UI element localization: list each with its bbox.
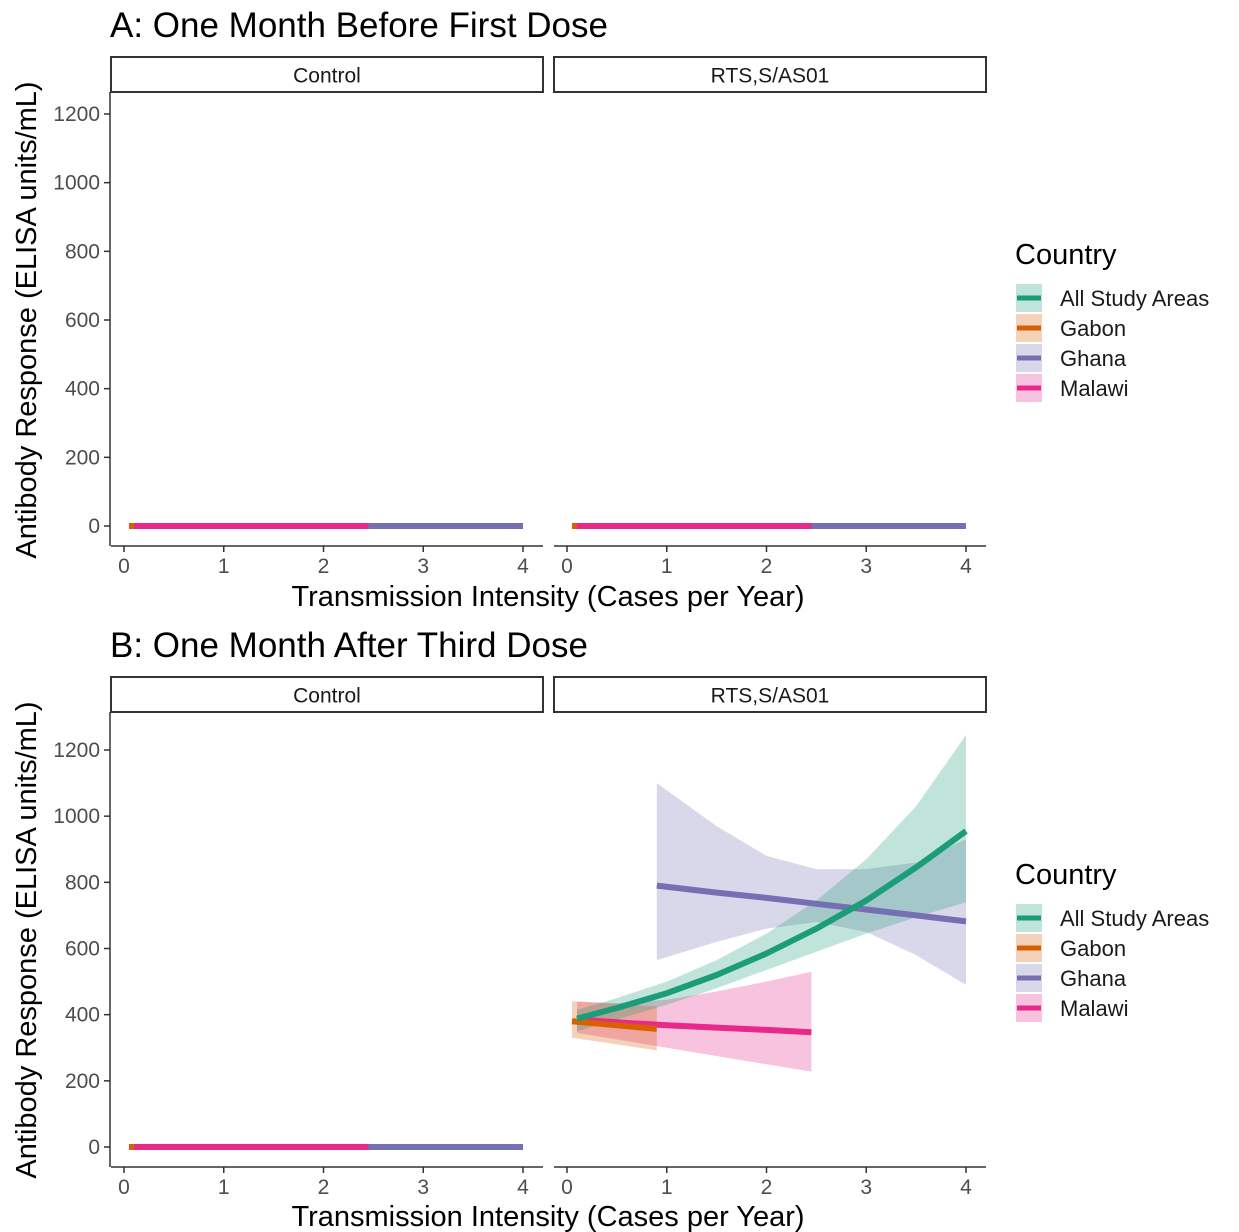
x-tick-label: 4 [517, 1176, 529, 1199]
series-line-gabon [571, 1018, 658, 1032]
facet-strip-label: RTS,S/AS01 [711, 65, 830, 88]
x-tick-label: 2 [761, 1176, 773, 1199]
x-axis-title: Transmission Intensity (Cases per Year) [291, 581, 804, 613]
x-tick-label: 3 [860, 1176, 872, 1199]
x-tick-label: 0 [118, 1176, 130, 1199]
legend-title: Country [1015, 239, 1117, 271]
chart-title: B: One Month After Third Dose [110, 626, 588, 665]
x-tick-label: 3 [860, 555, 872, 578]
facet-control: Control 0 1 2 3 4 [110, 676, 544, 1199]
x-tick-label: 4 [517, 555, 529, 578]
y-tick-label: 400 [65, 1004, 100, 1027]
x-tick-label: 0 [561, 1176, 573, 1199]
y-tick-label: 0 [88, 515, 100, 538]
facet-strip [553, 56, 987, 93]
x-tick-label: 2 [318, 1176, 330, 1199]
y-tick-label: 600 [65, 309, 100, 332]
x-tick-label: 3 [417, 555, 429, 578]
y-tick-label: 0 [88, 1136, 100, 1159]
chart-title: A: One Month Before First Dose [110, 6, 608, 45]
y-tick-label: 200 [65, 1070, 100, 1093]
y-tick-label: 1000 [53, 805, 100, 828]
facet-rts-s-as01: RTS,S/AS01 0 1 2 3 4 [553, 676, 987, 1199]
facet-strip [110, 676, 544, 713]
facet-strip-label: RTS,S/AS01 [711, 685, 830, 708]
legend-label-gabon: Gabon [1060, 936, 1126, 961]
y-tick-label: 400 [65, 378, 100, 401]
y-tick-label: 800 [65, 240, 100, 263]
legend-label-all-study-areas: All Study Areas [1060, 286, 1209, 311]
x-axis-title: Transmission Intensity (Cases per Year) [291, 1201, 804, 1232]
facet-strip-label: Control [293, 65, 361, 88]
y-axis-title: Antibody Response (ELISA units/mL) [11, 701, 43, 1178]
facet-strip [553, 676, 987, 713]
y-axis-title: Antibody Response (ELISA units/mL) [11, 81, 43, 558]
x-tick-label: 1 [661, 555, 673, 578]
series-line-all-study-areas [576, 828, 968, 1022]
y-tick-label: 1200 [53, 103, 100, 126]
legend-label-malawi: Malawi [1060, 376, 1128, 401]
x-tick-label: 4 [960, 1176, 972, 1199]
legend: Country All Study Areas Gabon Ghana Malawi [1015, 239, 1209, 402]
facet-strip-label: Control [293, 685, 361, 708]
chart-panel-b: B: One Month After Third Dose Antibody Re… [11, 626, 1209, 1232]
facet-control: Control 0 1 2 3 4 [110, 56, 544, 578]
y-tick-label: 1000 [53, 172, 100, 195]
y-tick-label: 600 [65, 938, 100, 961]
facet-strip [110, 56, 544, 93]
y-tick-label: 800 [65, 871, 100, 894]
legend-label-malawi: Malawi [1060, 996, 1128, 1021]
confidence-band-ghana [656, 783, 966, 985]
x-tick-label: 2 [318, 555, 330, 578]
facet-rts-s-as01: RTS,S/AS01 0 1 2 3 4 [553, 56, 987, 578]
legend-label-gabon: Gabon [1060, 316, 1126, 341]
x-tick-label: 1 [218, 1176, 230, 1199]
x-tick-label: 2 [761, 555, 773, 578]
x-tick-label: 0 [118, 555, 130, 578]
confidence-band-malawi [577, 971, 812, 1072]
chart-panel-a: A: One Month Before First Dose Antibody R… [11, 6, 1209, 613]
y-tick-label: 200 [65, 446, 100, 469]
legend-label-all-study-areas: All Study Areas [1060, 906, 1209, 931]
legend-label-ghana: Ghana [1060, 966, 1127, 991]
x-tick-label: 4 [960, 555, 972, 578]
series-line-ghana [656, 882, 967, 925]
legend: Country All Study Areas Gabon Ghana Malawi [1015, 859, 1209, 1022]
x-tick-label: 3 [417, 1176, 429, 1199]
legend-title: Country [1015, 859, 1117, 891]
legend-label-ghana: Ghana [1060, 346, 1127, 371]
x-tick-label: 1 [661, 1176, 673, 1199]
y-tick-label: 1200 [53, 739, 100, 762]
x-tick-label: 1 [218, 555, 230, 578]
x-tick-label: 0 [561, 555, 573, 578]
